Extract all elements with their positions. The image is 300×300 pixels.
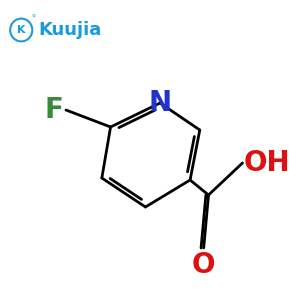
Text: OH: OH: [244, 149, 290, 177]
Text: K: K: [17, 25, 26, 35]
Text: F: F: [44, 96, 63, 124]
Text: Kuujia: Kuujia: [38, 21, 101, 39]
Text: O: O: [192, 251, 215, 279]
Text: °: °: [31, 14, 35, 23]
Text: N: N: [148, 89, 172, 117]
